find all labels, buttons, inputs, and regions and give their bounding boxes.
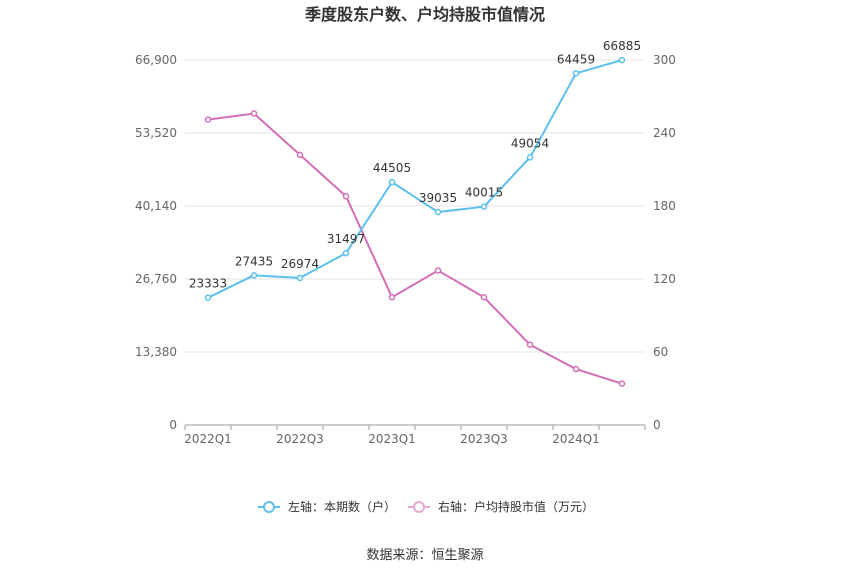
data-point-right[interactable]	[526, 341, 534, 348]
left-tick-label: 53,520	[135, 126, 177, 140]
data-label: 66885	[603, 39, 641, 53]
legend: 左轴：本期数（户） 右轴：户均持股市值（万元）	[258, 499, 594, 514]
x-tick-label: 2023Q3	[460, 432, 508, 446]
data-label: 40015	[465, 186, 503, 200]
legend-left-marker-icon	[263, 501, 275, 513]
series-line-right	[207, 112, 623, 385]
data-point-left[interactable]	[250, 272, 258, 279]
x-tick-label: 2023Q1	[368, 432, 416, 446]
right-tick-label: 180	[653, 199, 676, 213]
data-point-right[interactable]	[296, 151, 304, 159]
left-tick-label: 40,140	[135, 199, 177, 213]
x-axis: 2022Q1 2022Q3 2023Q1 2023Q3 2024Q1	[184, 424, 646, 446]
data-label: 26974	[281, 257, 319, 271]
x-tick-label: 2022Q3	[276, 432, 324, 446]
data-label: 23333	[189, 277, 227, 291]
data-point-right[interactable]	[572, 365, 580, 373]
data-point-right[interactable]	[480, 294, 488, 301]
data-point-left[interactable]	[526, 154, 534, 161]
data-point-left[interactable]	[342, 249, 350, 257]
data-point-left[interactable]	[296, 274, 304, 282]
data-point-right[interactable]	[618, 380, 626, 387]
legend-right-marker-icon	[413, 501, 425, 513]
data-point-left[interactable]	[572, 70, 580, 77]
right-tick-label: 240	[653, 126, 676, 140]
series-line-left	[207, 59, 623, 299]
data-label: 49054	[511, 136, 549, 150]
data-point-right[interactable]	[388, 294, 396, 301]
right-tick-label: 300	[653, 53, 676, 67]
right-axis: 0 60 120 180 240 300	[653, 53, 676, 432]
data-point-right[interactable]	[204, 116, 212, 123]
gridlines	[185, 59, 645, 353]
source-text: 数据来源：恒生聚源	[366, 548, 483, 563]
data-label: 64459	[557, 52, 595, 66]
data-label: 31497	[327, 232, 365, 246]
legend-right-label: 右轴：户均持股市值（万元）	[438, 499, 594, 514]
x-tick-label: 2024Q1	[552, 432, 600, 446]
right-tick-label: 0	[653, 418, 661, 432]
data-labels: 23333 27435 26974 31497 44505 39035 40015 49054…	[189, 39, 641, 291]
data-point-left[interactable]	[480, 203, 488, 210]
data-point-right[interactable]	[250, 110, 258, 117]
data-label: 39035	[419, 191, 457, 205]
data-label: 44505	[373, 161, 411, 175]
right-tick-label: 60	[653, 345, 668, 359]
data-point-left[interactable]	[618, 56, 626, 64]
left-tick-label: 0	[169, 418, 177, 432]
chart-title: 季度股东户数、户均持股市值情况	[304, 5, 545, 24]
left-tick-label: 26,760	[135, 272, 177, 286]
data-point-right[interactable]	[342, 193, 350, 200]
legend-item-left[interactable]: 左轴：本期数（户）	[258, 499, 396, 514]
data-point-left[interactable]	[204, 294, 212, 301]
right-tick-label: 120	[653, 272, 676, 286]
data-point-left[interactable]	[388, 178, 396, 186]
data-point-right[interactable]	[434, 267, 442, 274]
x-tick-label: 2022Q1	[184, 432, 232, 446]
data-label: 27435	[235, 254, 273, 268]
left-axis: 0 13,380 26,760 40,140 53,520 66,900	[135, 53, 177, 432]
legend-item-right[interactable]: 右轴：户均持股市值（万元）	[408, 499, 594, 514]
left-tick-label: 13,380	[135, 345, 177, 359]
data-point-left[interactable]	[434, 208, 442, 216]
series-group	[204, 56, 626, 387]
left-tick-label: 66,900	[135, 53, 177, 67]
legend-left-label: 左轴：本期数（户）	[288, 499, 396, 514]
